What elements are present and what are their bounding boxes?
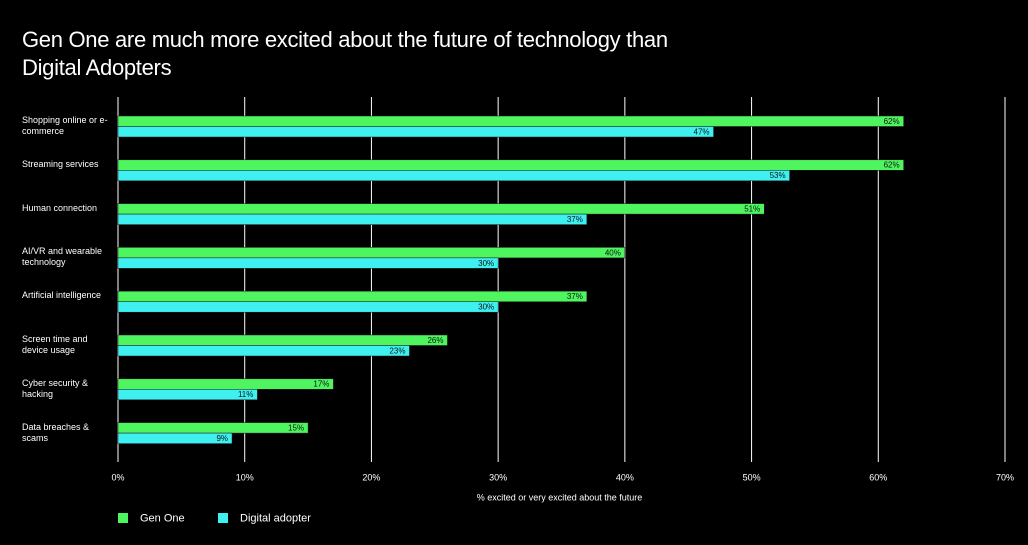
- chart-title: Gen One are much more excited about the …: [22, 27, 668, 80]
- x-tick-label: 50%: [743, 472, 761, 482]
- bar: [117, 159, 904, 171]
- bar: [117, 247, 626, 259]
- bar: [117, 170, 790, 182]
- value-label: 17%: [313, 380, 329, 389]
- x-tick-label: 30%: [489, 472, 507, 482]
- value-label: 9%: [216, 434, 228, 443]
- bar: [117, 432, 233, 444]
- bar: [117, 203, 765, 215]
- category-label: Streaming services: [22, 158, 99, 169]
- x-tick-label: 0%: [111, 472, 124, 482]
- value-label: 26%: [427, 336, 443, 345]
- x-tick-label: 60%: [869, 472, 887, 482]
- value-label: 53%: [770, 171, 786, 180]
- category-label: Human connection: [22, 202, 98, 213]
- bar: [117, 334, 448, 346]
- legend-swatch: [218, 513, 228, 523]
- bar: [117, 290, 588, 302]
- x-tick-label: 20%: [362, 472, 380, 482]
- bar: [117, 301, 499, 313]
- value-label: 37%: [567, 292, 583, 301]
- x-tick-label: 10%: [236, 472, 254, 482]
- bar: [117, 213, 588, 225]
- value-label: 11%: [238, 390, 253, 399]
- x-tick-label: 40%: [616, 472, 634, 482]
- value-label: 23%: [389, 346, 405, 355]
- legend-label: Digital adopter: [240, 512, 311, 524]
- category-label: Artificial intelligence: [22, 290, 102, 301]
- bar: [117, 422, 309, 434]
- x-axis-label: % excited or very excited about the futu…: [477, 492, 643, 502]
- x-tick-label: 70%: [996, 472, 1014, 482]
- value-label: 62%: [884, 161, 900, 170]
- category-label: Screen time and device usage: [22, 334, 88, 355]
- value-label: 30%: [478, 259, 494, 268]
- bar: [117, 389, 258, 401]
- category-label: Shopping online or e-commerce: [22, 115, 108, 136]
- value-label: 30%: [478, 303, 494, 312]
- bar: [117, 126, 714, 138]
- bar: [117, 257, 499, 269]
- legend-swatch: [118, 513, 128, 523]
- value-label: 51%: [744, 204, 760, 213]
- value-label: 40%: [605, 248, 621, 257]
- value-label: 15%: [288, 423, 304, 432]
- value-label: 62%: [884, 117, 900, 126]
- value-label: 37%: [567, 215, 583, 224]
- bar: [117, 345, 410, 357]
- value-label: 47%: [694, 127, 710, 136]
- legend-label: Gen One: [140, 512, 185, 524]
- bar: [117, 115, 904, 127]
- category-label: Data breaches & scams: [22, 421, 90, 443]
- category-label: Cyber security & hacking: [22, 377, 89, 399]
- bar: [117, 378, 334, 390]
- category-label: AI/VR and wearable technology: [22, 246, 103, 268]
